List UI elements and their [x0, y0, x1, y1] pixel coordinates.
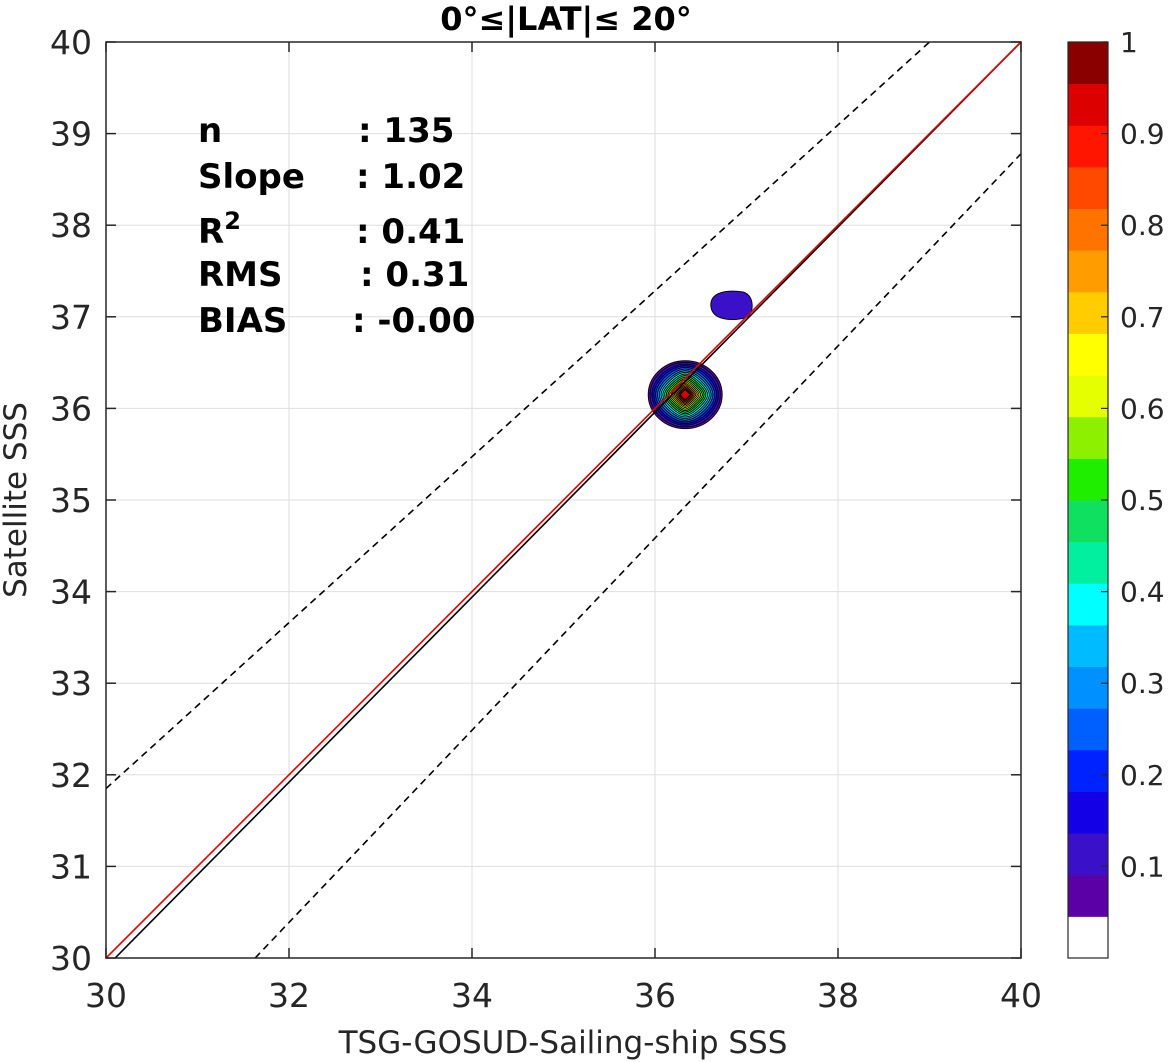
stat-value: : 0.41 — [356, 212, 465, 252]
y-tick-label: 31 — [50, 847, 92, 886]
colorbar — [1067, 41, 1109, 959]
statistics-annotation: n : 135 Slope : 1.02 R2 : 0.41 RMS : 0.31 BIAS : … — [198, 111, 475, 341]
colorbar-tick-label: 0.2 — [1120, 759, 1165, 792]
colorbar-tick-label: 0.8 — [1120, 209, 1165, 242]
colorbar-tick-label: 1 — [1120, 26, 1138, 59]
colorbar-segment — [1068, 541, 1108, 584]
x-tick-label: 40 — [1000, 976, 1042, 1015]
x-tick-label: 38 — [817, 976, 859, 1015]
axis-ticks — [105, 41, 1022, 959]
colorbar-tick-labels: 0.1 0.2 0.3 0.4 0.5 0.6 0.7 0.8 0.9 1 — [1120, 26, 1165, 883]
colorbar-tick-label: 0.7 — [1120, 301, 1165, 334]
stat-value: : 0.31 — [360, 255, 469, 295]
colorbar-segment — [1068, 291, 1108, 334]
colorbar-segment — [1068, 833, 1108, 876]
colorbar-segment — [1068, 500, 1108, 543]
identity-line — [114, 42, 1021, 958]
reference-lines — [106, 42, 1021, 958]
stat-label: R2 — [198, 207, 241, 252]
x-tick-labels: 30 32 34 36 38 40 — [85, 976, 1042, 1015]
density-contour-level — [679, 389, 691, 401]
x-tick-label: 30 — [85, 976, 127, 1015]
y-tick-label: 35 — [50, 481, 92, 520]
y-tick-label: 33 — [50, 664, 92, 703]
colorbar-segment — [1068, 916, 1108, 959]
stat-value: : 1.02 — [356, 157, 465, 197]
stat-label: Slope — [198, 157, 305, 197]
colorbar-segment — [1068, 333, 1108, 376]
colorbar-segment — [1068, 208, 1108, 251]
colorbar-tick-label: 0.5 — [1120, 484, 1165, 517]
y-tick-label: 37 — [50, 298, 92, 337]
stat-label-superscript: 2 — [224, 207, 241, 235]
density-contour-secondary — [710, 290, 753, 320]
colorbar-segment — [1068, 166, 1108, 210]
stat-label: RMS — [198, 255, 283, 295]
y-tick-label: 38 — [50, 206, 92, 245]
colorbar-segment — [1068, 666, 1108, 709]
colorbar-tick-label: 0.9 — [1120, 118, 1165, 151]
upper-bound-line — [106, 42, 931, 790]
x-axis-label: TSG-GOSUD-Sailing-ship SSS — [338, 1025, 788, 1061]
colorbar-segment — [1068, 624, 1108, 668]
y-tick-label: 30 — [50, 939, 92, 978]
x-tick-label: 34 — [451, 976, 493, 1015]
colorbar-tick-label: 0.6 — [1120, 392, 1165, 425]
colorbar-segment — [1068, 375, 1108, 418]
colorbar-segment — [1068, 458, 1108, 501]
y-tick-label: 34 — [50, 573, 92, 612]
stat-value: : 135 — [358, 111, 454, 151]
colorbar-segment — [1068, 749, 1108, 792]
y-tick-label: 32 — [50, 756, 92, 795]
lower-bound-line — [254, 153, 1021, 958]
colorbar-segment — [1068, 583, 1108, 626]
y-tick-label: 39 — [50, 115, 92, 154]
y-tick-label: 36 — [50, 389, 92, 428]
colorbar-segment — [1068, 416, 1108, 459]
x-tick-label: 32 — [268, 976, 310, 1015]
y-tick-label: 40 — [50, 23, 92, 62]
colorbar-tick-label: 0.3 — [1120, 667, 1165, 700]
y-axis-label: Satellite SSS — [0, 402, 34, 598]
y-tick-labels: 30 31 32 33 34 35 36 37 38 39 40 — [50, 23, 92, 978]
x-tick-label: 36 — [634, 976, 676, 1015]
stat-label: BIAS — [198, 301, 287, 341]
colorbar-segment — [1068, 791, 1108, 834]
colorbar-segment — [1068, 250, 1108, 293]
chart-title: 0°≤|LAT|≤ 20° — [440, 0, 691, 39]
colorbar-tick-label: 0.1 — [1120, 850, 1165, 883]
colorbar-segment — [1068, 125, 1108, 168]
colorbar-segment — [1068, 83, 1108, 126]
colorbar-tick-label: 0.4 — [1120, 576, 1165, 609]
stat-label: n — [198, 111, 222, 151]
colorbar-segment — [1068, 874, 1108, 917]
colorbar-segment — [1068, 42, 1108, 85]
stat-value: : -0.00 — [352, 301, 475, 341]
colorbar-segment — [1068, 708, 1108, 751]
regression-line — [106, 42, 1021, 958]
